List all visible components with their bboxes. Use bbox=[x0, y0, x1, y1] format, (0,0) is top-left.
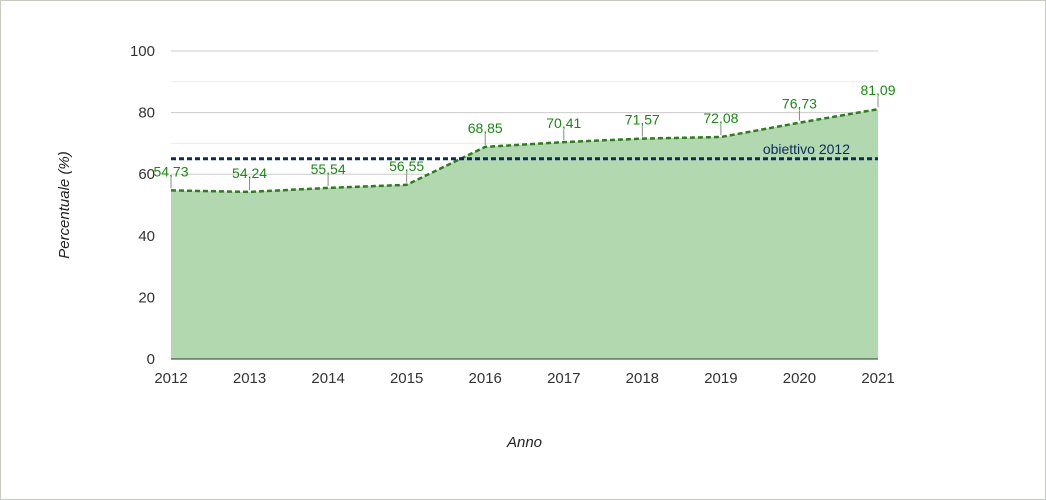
data-label: 55,54 bbox=[311, 161, 346, 177]
data-label-leaders bbox=[170, 97, 879, 190]
data-label: 72,08 bbox=[703, 110, 738, 126]
x-tick-label: 2021 bbox=[861, 370, 894, 387]
x-tick-label: 2018 bbox=[626, 370, 659, 387]
x-axis-ticks: 2012 2013 2014 2015 2016 2017 2018 2019 2020 2021 bbox=[154, 370, 894, 387]
data-label: 68,85 bbox=[468, 120, 503, 136]
x-tick-label: 2020 bbox=[783, 370, 816, 387]
x-tick-label: 2016 bbox=[469, 370, 502, 387]
data-labels: 54,73 54,24 55,54 56,55 68,85 70,41 71,57 72,08… bbox=[153, 82, 895, 181]
x-tick-label: 2014 bbox=[311, 370, 344, 387]
data-label: 54,73 bbox=[153, 163, 188, 179]
y-tick-label: 60 bbox=[138, 166, 155, 183]
series-area-fill bbox=[171, 109, 878, 359]
x-tick-label: 2015 bbox=[390, 370, 423, 387]
x-tick-label: 2012 bbox=[154, 370, 187, 387]
data-label: 71,57 bbox=[625, 112, 660, 128]
y-tick-label: 20 bbox=[138, 289, 155, 306]
x-tick-label: 2019 bbox=[704, 370, 737, 387]
x-tick-label: 2013 bbox=[233, 370, 266, 387]
data-label: 76,73 bbox=[782, 96, 817, 112]
y-axis-ticks: 0 20 40 60 80 100 bbox=[130, 43, 155, 368]
y-tick-label: 40 bbox=[138, 228, 155, 245]
data-label: 81,09 bbox=[860, 82, 895, 98]
x-tick-label: 2017 bbox=[547, 370, 580, 387]
x-axis-title: Anno bbox=[506, 434, 542, 451]
data-label: 70,41 bbox=[546, 115, 581, 131]
y-axis-title: Percentuale (%) bbox=[56, 151, 73, 259]
data-label: 56,55 bbox=[389, 158, 424, 174]
y-tick-label: 80 bbox=[138, 105, 155, 122]
target-label: obiettivo 2012 bbox=[763, 141, 850, 157]
y-tick-label: 0 bbox=[147, 351, 155, 368]
series-line bbox=[170, 107, 879, 194]
y-tick-label: 100 bbox=[130, 43, 155, 60]
data-label: 54,24 bbox=[232, 165, 267, 181]
